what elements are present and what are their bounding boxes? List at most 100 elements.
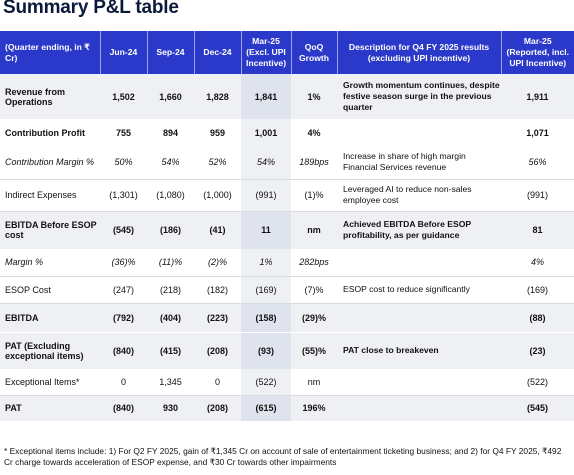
cell-jun24: (840) [100,395,147,421]
cell-desc: Leveraged AI to reduce non-sales employe… [337,179,501,212]
row-label: EBITDA [0,303,100,332]
cell-jun24: (545) [100,211,147,249]
cell-jun24: (247) [100,276,147,304]
cell-jun24: 0 [100,369,147,396]
cell-sep24: (404) [147,303,194,332]
cell-desc [337,303,501,332]
cell-dec24: (182) [194,276,241,304]
cell-dec24: (41) [194,211,241,249]
cell-mar25-reported: 4% [501,249,574,277]
cell-desc [337,395,501,421]
cell-dec24: 959 [209,127,226,138]
cell-qoq: (55)% [291,332,337,369]
row-label: Contribution Profit [5,127,85,138]
cell-mar25-reported: 81 [501,211,574,249]
cell-desc [337,249,501,277]
cell-mar25: 1% [241,249,291,277]
table-row: EBITDA (792) (404) (223) (158) (29)% (88… [0,303,574,332]
table-row: PAT (Excluding exceptional items) (840) … [0,332,574,369]
cell-mar25: (169) [241,276,291,304]
cell-mar25-reported: (522) [501,369,574,396]
header-mar25-reported: Mar-25 (Reported, incl. UPI Incentive) [500,31,574,74]
cell-jun24: 50% [100,146,147,180]
row-label: Indirect Expenses [0,179,100,212]
cell-sep24: (218) [147,276,194,304]
cell-mar25-reported: 1,911 [501,74,574,119]
page-title: Summary P&L table [3,0,179,18]
cell-desc [337,119,501,146]
cell-dec24: (1,000) [194,179,241,212]
cell-jun24: (792) [100,303,147,332]
cell-qoq: 4% [307,127,321,138]
cell-jun24: (1,301) [100,179,147,212]
cell-mar25: (991) [241,179,291,212]
cell-desc: ESOP cost to reduce significantly [337,276,501,304]
cell-mar25-reported: 1,071 [526,127,549,138]
cell-sep24: 1,660 [147,74,194,119]
table-row: Margin % (36)% (11)% (2)% 1% 282bps 4% [0,249,574,277]
cell-desc: Increase in share of high margin Financi… [337,146,501,180]
table-row: PAT (840) 930 (208) (615) 196% (545) [0,395,574,421]
cell-sep24: (1,080) [147,179,194,212]
table-row: EBITDA Before ESOP cost (545) (186) (41)… [0,211,574,249]
header-desc: Description for Q4 FY 2025 results (excl… [336,31,501,74]
cell-dec24: 1,828 [194,74,241,119]
pl-table: (Quarter ending, in ₹ Cr) Jun-24 Sep-24 … [0,31,574,421]
cell-mar25: 1,001 [241,119,291,146]
row-label: Margin % [0,249,100,277]
cell-mar25-reported: 56% [501,146,574,180]
cell-qoq: (1)% [291,179,337,212]
row-label: Contribution Margin % [0,146,100,180]
header-row: (Quarter ending, in ₹ Cr) Jun-24 Sep-24 … [0,31,574,74]
table-row: Indirect Expenses (1,301) (1,080) (1,000… [0,179,574,212]
header-qoq: QoQ Growth [290,31,337,74]
cell-qoq: 189bps [291,146,337,180]
cell-mar25-reported: (991) [501,179,574,212]
row-label: Revenue from Operations [0,74,100,119]
table-row: Contribution Margin % 50% 54% 52% 54% 18… [0,146,574,180]
cell-dec24: (223) [194,303,241,332]
cell-qoq: nm [291,211,337,249]
cell-mar25: (93) [241,332,291,369]
table-row: ESOP Cost (247) (218) (182) (169) (7)% E… [0,276,574,304]
header-sep24: Sep-24 [146,31,194,74]
cell-jun24: (36)% [100,249,147,277]
header-dec24: Dec-24 [193,31,241,74]
cell-dec24: 52% [194,146,241,180]
cell-jun24: 755 [115,127,132,138]
cell-mar25-reported: (88) [501,303,574,332]
cell-mar25: 54% [241,146,291,180]
cell-sep24: 1,345 [147,369,194,396]
cell-qoq: 282bps [291,249,337,277]
row-label: PAT (Excluding exceptional items) [0,332,100,369]
cell-jun24: (840) [100,332,147,369]
footnote: * Exceptional items include: 1) For Q2 F… [4,446,562,467]
cell-dec24: (208) [194,332,241,369]
cell-qoq: nm [291,369,337,396]
cell-mar25: 1,841 [241,74,291,119]
table-row: Contribution Profit 755 894 959 1,001 4%… [0,119,574,146]
row-label: PAT [0,395,100,421]
cell-desc: PAT close to breakeven [337,332,501,369]
cell-mar25-reported: (169) [501,276,574,304]
cell-jun24: 1,502 [100,74,147,119]
cell-dec24: (2)% [194,249,241,277]
header-mar25: Mar-25 (Excl. UPI Incentive) [240,31,291,74]
table-row: Revenue from Operations 1,502 1,660 1,82… [0,74,574,119]
cell-sep24: 54% [147,146,194,180]
cell-dec24: (208) [194,395,241,421]
cell-qoq: 1% [291,74,337,119]
cell-sep24: (415) [147,332,194,369]
cell-mar25-reported: (545) [501,395,574,421]
cell-qoq: (29)% [291,303,337,332]
cell-sep24: 930 [147,395,194,421]
row-label: EBITDA Before ESOP cost [0,211,100,249]
cell-sep24: (11)% [147,249,194,277]
cell-mar25-reported: (23) [501,332,574,369]
row-label: Exceptional Items* [0,369,100,396]
cell-desc: Achieved EBITDA Before ESOP profitabilit… [337,211,501,249]
cell-sep24: 894 [162,127,179,138]
cell-mar25: (158) [241,303,291,332]
table-row: Exceptional Items* 0 1,345 0 (522) nm (5… [0,369,574,396]
cell-mar25: 11 [241,211,291,249]
